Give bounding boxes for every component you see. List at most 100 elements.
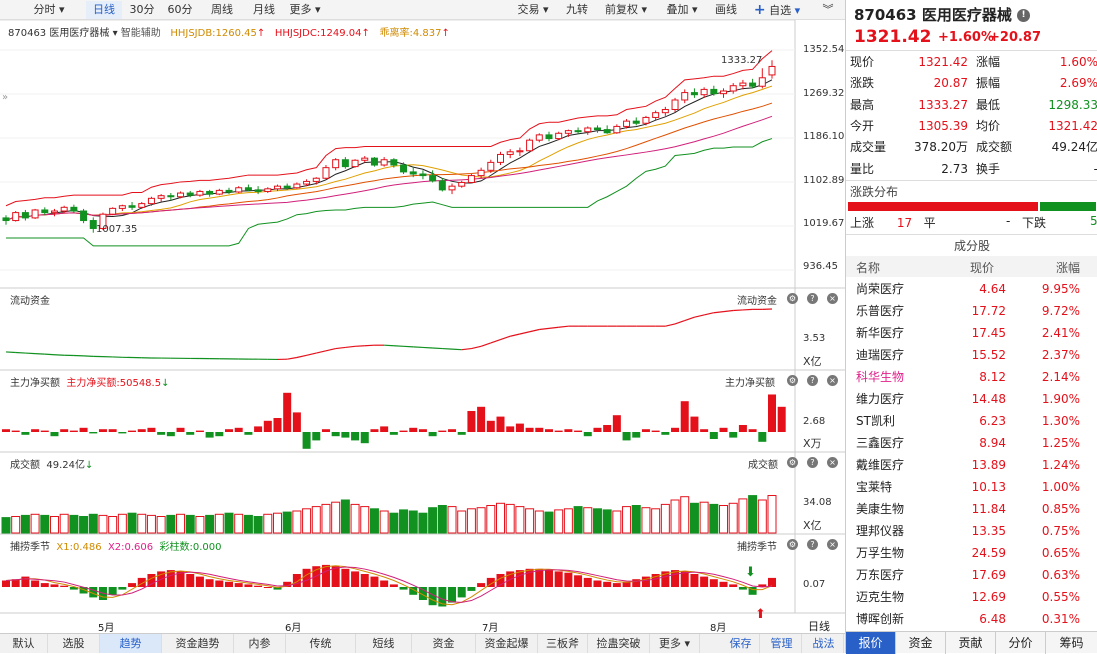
bottom-tab-more[interactable]: 更多 ▾	[650, 634, 700, 653]
volume-bar	[535, 511, 543, 533]
tab-30min[interactable]: 30分	[124, 1, 160, 19]
help-icon[interactable]: ?	[807, 293, 818, 304]
volume-bar	[60, 514, 68, 533]
bottom-tab-neican[interactable]: 内参	[234, 634, 286, 653]
tab-daily[interactable]: 日线	[86, 1, 122, 19]
help-icon[interactable]: ?	[807, 457, 818, 468]
quote-value: 2.73	[908, 159, 968, 180]
component-pct: 2.14%	[1016, 366, 1080, 388]
main-net-bar	[215, 432, 223, 436]
volume-bar	[623, 507, 631, 533]
close-icon[interactable]: ×	[827, 539, 838, 550]
overlay-menu[interactable]: 叠加 ▾	[658, 1, 706, 19]
tab-quote[interactable]: 报价	[846, 632, 896, 654]
tab-weekly[interactable]: 周线	[202, 1, 242, 19]
season-bar	[361, 574, 369, 587]
volume-bar	[312, 507, 320, 533]
save-button[interactable]: 保存	[722, 634, 760, 653]
tab-fund[interactable]: 资金	[896, 632, 946, 654]
volume-bar	[749, 496, 757, 533]
bottom-tab-short[interactable]: 短线	[356, 634, 412, 653]
help-icon[interactable]: ?	[807, 539, 818, 550]
volume-bar	[206, 515, 214, 533]
collapse-icon[interactable]: ︾	[816, 1, 840, 19]
main-net-bar	[593, 428, 601, 432]
fuquan-menu[interactable]: 前复权 ▾	[598, 1, 654, 19]
tab-price-dist[interactable]: 分价	[996, 632, 1046, 654]
season-bar	[700, 577, 708, 587]
tab-more[interactable]: 更多 ▾	[284, 1, 326, 19]
bottom-tab-fund-burst[interactable]: 资金起爆	[476, 634, 538, 653]
strategy-button[interactable]: 战法	[804, 634, 844, 653]
bottom-tab-trend[interactable]: 趋势	[100, 634, 162, 653]
component-name: 乐普医疗	[856, 300, 916, 322]
candle-body	[178, 193, 184, 197]
volume-bar	[438, 506, 446, 534]
tab-contribution[interactable]: 贡献	[946, 632, 996, 654]
settings-icon[interactable]: ⚙	[787, 375, 798, 386]
settings-icon[interactable]: ⚙	[787, 457, 798, 468]
volume-bar	[720, 506, 728, 534]
volume-bar	[497, 503, 505, 533]
draw-button[interactable]: 画线	[710, 1, 742, 19]
bottom-tab-classic[interactable]: 传统	[286, 634, 356, 653]
candle-body	[691, 93, 697, 95]
candle-body	[730, 86, 736, 91]
tab-monthly[interactable]: 月线	[244, 1, 284, 19]
help-icon[interactable]: ?	[807, 375, 818, 386]
main-net-bar	[467, 411, 475, 432]
manage-button[interactable]: 管理	[762, 634, 802, 653]
close-icon[interactable]: ×	[827, 375, 838, 386]
bottom-tab-fund-trend[interactable]: 资金趋势	[162, 634, 234, 653]
quote-value: 1305.39	[908, 116, 968, 137]
settings-icon[interactable]: ⚙	[787, 293, 798, 304]
flow-segment	[433, 348, 443, 349]
settings-icon[interactable]: ⚙	[787, 539, 798, 550]
flow-segment	[704, 313, 714, 315]
flow-segment	[307, 353, 317, 355]
jiuzhuan-button[interactable]: 九转	[560, 1, 594, 19]
season-bar	[603, 582, 611, 587]
bottom-tab-breakout[interactable]: 捡蛊突破	[588, 634, 650, 653]
info-icon[interactable]: !	[1017, 9, 1030, 22]
component-pct: 0.65%	[1016, 542, 1080, 564]
bottom-tab-xuangu[interactable]: 选股	[48, 634, 100, 653]
tab-fenshi[interactable]: 分时 ▾	[28, 1, 70, 19]
main-net-bar	[12, 431, 20, 432]
close-icon[interactable]: ×	[827, 293, 838, 304]
tab-60min[interactable]: 60分	[162, 1, 198, 19]
volume-bar	[21, 515, 29, 533]
volume-bar	[370, 509, 378, 533]
candle-body	[391, 160, 397, 165]
bottom-tab-fund[interactable]: 资金	[412, 634, 476, 653]
bottom-tab-default[interactable]: 默认	[0, 634, 48, 653]
season-bar	[545, 570, 553, 587]
main-net-bar	[448, 429, 456, 432]
component-pct: 1.30%	[1016, 410, 1080, 432]
trade-menu[interactable]: 交易 ▾	[508, 1, 558, 19]
close-icon[interactable]: ×	[827, 457, 838, 468]
tab-chips[interactable]: 筹码	[1046, 632, 1097, 654]
quote-label: 现价	[850, 52, 910, 73]
main-net-bar	[642, 429, 650, 432]
bottom-tab-sanbanfu[interactable]: 三板斧	[538, 634, 588, 653]
candle-body	[381, 160, 387, 165]
add-watchlist-button[interactable]: + 自选 ▾	[746, 1, 808, 19]
